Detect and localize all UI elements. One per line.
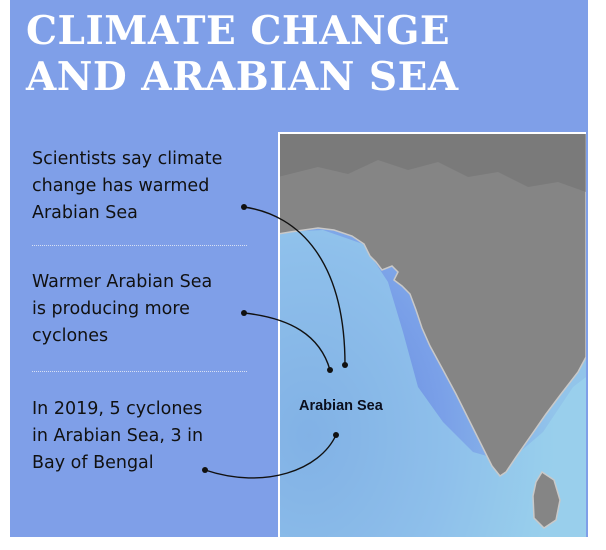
fact-cyclones: Warmer Arabian Sea is producing more cyc… xyxy=(32,269,272,350)
fact-line: change has warmed xyxy=(32,176,210,196)
land-highlands xyxy=(278,132,586,192)
connector-line xyxy=(204,434,337,479)
map-left-edge xyxy=(278,132,280,537)
fact-line: Scientists say climate xyxy=(32,149,223,169)
infographic-title: CLIMATE CHANGE AND ARABIAN SEA xyxy=(26,8,459,100)
connector-dot xyxy=(327,367,333,373)
fact-line: Arabian Sea xyxy=(32,203,138,223)
shallow-water xyxy=(278,230,586,537)
fact-2019: In 2019, 5 cyclones in Arabian Sea, 3 in… xyxy=(32,396,272,477)
land-india xyxy=(278,132,586,478)
fact-line: In 2019, 5 cyclones xyxy=(32,399,203,419)
connector-dot xyxy=(241,204,247,210)
map-graphic xyxy=(278,132,586,537)
title-line-2: AND ARABIAN SEA xyxy=(26,54,459,100)
land-sri-lanka xyxy=(532,470,561,529)
fact-warming: Scientists say climate change has warmed… xyxy=(32,146,272,227)
fact-line: cyclones xyxy=(32,326,109,346)
map xyxy=(278,132,586,537)
fact-line: Bay of Bengal xyxy=(32,453,154,473)
connector-line xyxy=(243,312,331,371)
fact-line: Warmer Arabian Sea xyxy=(32,272,213,292)
connector-dot xyxy=(342,362,348,368)
divider xyxy=(32,371,247,372)
divider xyxy=(32,245,247,246)
connector-line xyxy=(243,206,346,366)
map-label-arabian-sea: Arabian Sea xyxy=(299,398,383,414)
fact-line: is producing more xyxy=(32,299,190,319)
connector-dot xyxy=(241,310,247,316)
connector-dot xyxy=(202,467,208,473)
fact-line: in Arabian Sea, 3 in xyxy=(32,426,204,446)
connector-dot xyxy=(333,432,339,438)
map-top-edge xyxy=(278,132,586,134)
title-line-1: CLIMATE CHANGE xyxy=(26,8,451,54)
